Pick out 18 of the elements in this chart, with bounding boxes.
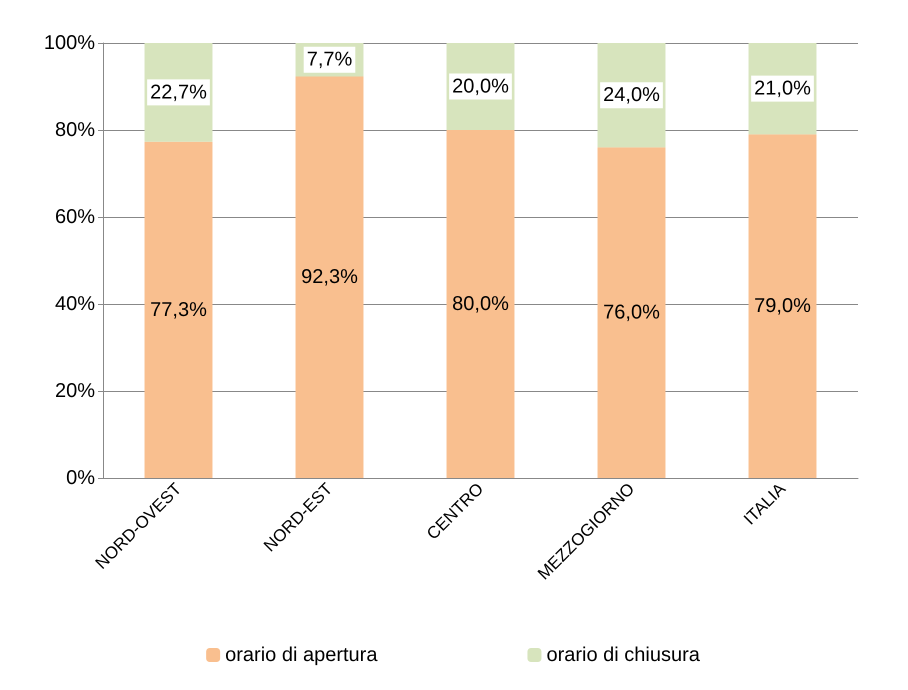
y-tick-label: 20% — [54, 380, 96, 402]
data-label: 24,0% — [603, 84, 660, 106]
data-label: 21,0% — [754, 78, 812, 100]
y-tick-label: 40% — [54, 293, 96, 315]
data-label: 92,3% — [301, 266, 358, 288]
data-label: 7,7% — [306, 48, 353, 71]
data-label: 76,0% — [603, 302, 660, 324]
legend-label: orario di chiusura — [546, 644, 701, 666]
y-tick-label: 100% — [44, 32, 96, 54]
data-label: 77,3% — [150, 298, 208, 321]
y-tick-label: 60% — [54, 206, 96, 228]
y-tick-label: 0% — [66, 467, 96, 489]
data-label: 79,0% — [754, 295, 812, 318]
y-tick-label: 80% — [54, 119, 96, 141]
data-label: 20,0% — [452, 76, 510, 98]
legend-label: orario di apertura — [225, 644, 378, 666]
data-label: 80,0% — [452, 293, 510, 315]
data-label: 22,7% — [150, 81, 208, 104]
